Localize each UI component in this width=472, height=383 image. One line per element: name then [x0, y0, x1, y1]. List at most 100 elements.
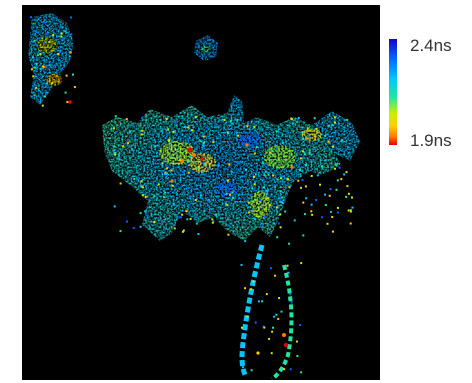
- speckle-pixel: [113, 145, 116, 148]
- speckle-pixel: [225, 192, 228, 195]
- speckle-pixel: [284, 210, 287, 213]
- speckle-pixel: [132, 124, 135, 127]
- speckle-pixel: [167, 128, 170, 131]
- speckle-pixel: [308, 151, 311, 154]
- speckle-pixel: [345, 171, 348, 174]
- speckle-pixel: [251, 187, 254, 190]
- speckle-pixel: [299, 168, 301, 171]
- speckle-pixel: [300, 371, 303, 374]
- speckle-pixel: [57, 53, 60, 55]
- speckle-pixel: [126, 220, 128, 223]
- speckle-pixel: [182, 171, 185, 174]
- speckle-pixel: [270, 352, 273, 355]
- speckle-pixel: [113, 127, 115, 130]
- speckle-pixel: [279, 213, 282, 216]
- speckle-pixel: [288, 186, 291, 189]
- speckle-pixel: [212, 141, 215, 144]
- speckle-pixel: [334, 167, 336, 170]
- speckle-pixel: [276, 147, 278, 150]
- speckle-pixel: [265, 293, 268, 296]
- speckle-pixel: [30, 16, 32, 19]
- speckle-pixel: [296, 118, 299, 121]
- speckle-pixel: [252, 280, 255, 283]
- speckle-pixel: [39, 67, 42, 70]
- speckle-pixel: [140, 185, 143, 188]
- speckle-pixel: [195, 167, 197, 170]
- speckle-pixel: [202, 161, 205, 164]
- speckle-pixel: [195, 222, 198, 225]
- speckle-pixel: [118, 153, 121, 156]
- speckle-pixel: [172, 202, 175, 205]
- speckle-pixel: [35, 62, 38, 65]
- speckle-pixel: [336, 179, 339, 182]
- speckle-pixel: [289, 184, 292, 187]
- speckle-pixel: [152, 133, 154, 136]
- speckle-pixel: [181, 213, 184, 216]
- speckle-pixel: [114, 152, 117, 154]
- speckle-pixel: [60, 32, 63, 35]
- speckle-pixel: [274, 274, 277, 277]
- speckle-pixel: [276, 206, 278, 209]
- speckle-pixel: [248, 211, 251, 214]
- speckle-pixel: [187, 171, 190, 174]
- speckle-pixel: [253, 183, 256, 186]
- speckle-pixel: [331, 216, 334, 218]
- speckle-pixel: [337, 133, 340, 136]
- speckle-pixel: [324, 204, 327, 206]
- speckle-pixel: [237, 134, 240, 137]
- speckle-pixel: [69, 51, 72, 54]
- speckle-pixel: [289, 293, 292, 296]
- speckle-pixel: [194, 116, 197, 118]
- speckle-pixel: [168, 138, 171, 141]
- speckle-pixel: [58, 50, 61, 53]
- speckle-pixel: [194, 216, 197, 219]
- speckle-pixel: [281, 196, 284, 199]
- speckle-pixel: [273, 315, 276, 318]
- speckle-pixel: [161, 162, 164, 165]
- speckle-pixel: [334, 163, 337, 166]
- speckle-pixel: [299, 324, 302, 326]
- speckle-pixel: [46, 82, 48, 85]
- speckle-pixel: [346, 185, 349, 188]
- speckle-pixel: [165, 118, 168, 121]
- speckle-pixel: [349, 222, 352, 225]
- speckle-pixel: [119, 230, 122, 233]
- speckle-pixel: [224, 202, 227, 205]
- speckle-pixel: [39, 53, 42, 56]
- speckle-pixel: [264, 170, 267, 173]
- speckle-pixel: [203, 163, 206, 165]
- speckle-pixel: [279, 226, 282, 229]
- speckle-pixel: [347, 192, 350, 195]
- speckle-pixel: [133, 178, 136, 180]
- speckle-pixel: [61, 68, 64, 71]
- speckle-pixel: [246, 315, 249, 318]
- speckle-pixel: [289, 368, 292, 371]
- speckle-pixel: [279, 190, 282, 193]
- colorbar: [389, 39, 397, 145]
- speckle-pixel: [244, 240, 247, 243]
- speckle-pixel: [188, 160, 191, 163]
- speckle-pixel: [197, 233, 200, 235]
- speckle-pixel: [345, 195, 348, 198]
- speckle-pixel: [65, 74, 68, 77]
- colorbar-max-label: 2.4ns: [410, 36, 452, 55]
- speckle-pixel: [335, 188, 338, 191]
- speckle-pixel: [300, 262, 303, 265]
- speckle-pixel: [290, 301, 293, 304]
- speckle-pixel: [30, 68, 33, 71]
- speckle-pixel: [324, 134, 327, 137]
- cell-body: [102, 95, 360, 241]
- speckle-pixel: [64, 91, 67, 94]
- speckle-pixel: [164, 218, 167, 221]
- speckle-pixel: [287, 178, 289, 181]
- speckle-pixel: [300, 186, 302, 189]
- speckle-pixel: [253, 175, 255, 178]
- speckle-pixel: [336, 211, 339, 214]
- speckle-pixel: [228, 224, 231, 227]
- speckle-pixel: [163, 196, 166, 199]
- speckle-pixel: [295, 340, 298, 343]
- speckle-pixel: [211, 221, 214, 224]
- speckle-pixel: [287, 271, 290, 274]
- speckle-pixel: [144, 210, 147, 213]
- speckle-pixel: [338, 166, 341, 169]
